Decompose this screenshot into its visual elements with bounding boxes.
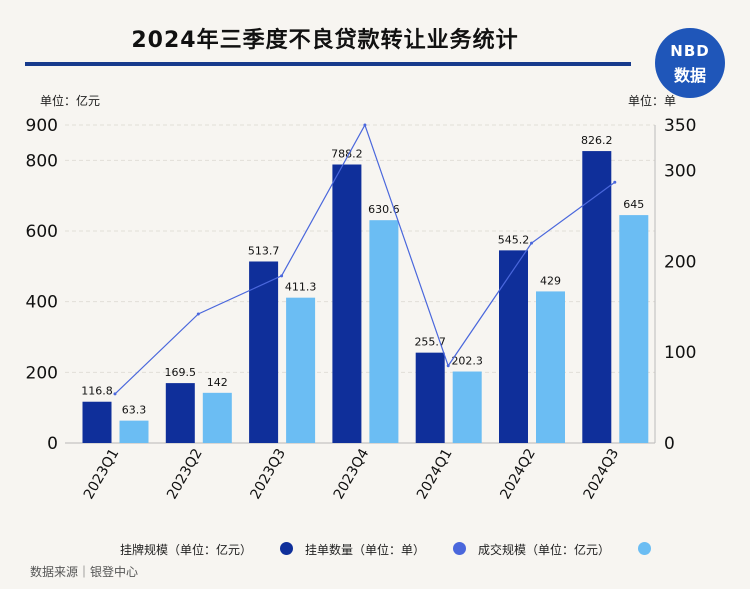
data-label-deal-scale: 202.3: [451, 355, 483, 368]
x-axis-tick-label: 2023Q3: [247, 446, 289, 502]
left-axis-tick-label: 800: [26, 151, 58, 171]
data-label-listing-scale: 255.7: [414, 336, 446, 349]
left-axis-tick-label: 0: [47, 434, 58, 454]
line-point-listing-count: [530, 241, 533, 245]
data-label-listing-scale: 545.2: [498, 233, 530, 246]
line-point-listing-count: [613, 180, 617, 184]
chart-legend: 挂牌规模（单位：亿元） 挂单数量（单位：单） 成交规模（单位：亿元）: [110, 540, 710, 560]
line-point-listing-count: [363, 123, 367, 127]
data-label-deal-scale: 645: [623, 198, 644, 211]
right-axis-tick-label: 200: [664, 252, 696, 272]
right-axis-tick-label: 0: [664, 434, 675, 454]
bar-deal-scale: [286, 297, 316, 443]
legend-label-deal-scale: 成交规模（单位：亿元）: [478, 543, 611, 557]
data-label-deal-scale: 429: [540, 274, 561, 287]
left-axis-tick-label: 400: [26, 293, 58, 313]
line-point-listing-count: [280, 274, 284, 278]
line-point-listing-count: [196, 312, 200, 316]
legend-swatch-listing-count: [453, 542, 466, 555]
left-axis-tick-label: 600: [26, 222, 58, 242]
data-label-deal-scale: 630.6: [368, 203, 400, 216]
x-axis-tick-label: 2023Q2: [164, 446, 206, 502]
data-label-deal-scale: 63.3: [122, 404, 147, 417]
left-axis-unit: 单位：亿元: [40, 94, 101, 108]
x-axis-tick-label: 2023Q1: [81, 446, 123, 502]
legend-label-listing-count: 挂单数量（单位：单）: [305, 543, 426, 557]
bar-deal-scale: [536, 291, 565, 443]
legend-label-listing-scale: 挂牌规模（单位：亿元）: [120, 543, 253, 557]
data-label-listing-scale: 788.2: [331, 148, 363, 161]
bar-listing-scale: [415, 352, 445, 443]
bar-listing-scale: [165, 383, 195, 443]
bar-listing-scale: [332, 164, 362, 443]
nbd-logo: NBD 数据: [655, 28, 725, 98]
data-label-listing-scale: 169.5: [165, 366, 197, 379]
right-axis-tick-label: 350: [664, 116, 696, 136]
bar-deal-scale: [202, 392, 232, 443]
x-axis-tick-label: 2024Q3: [581, 446, 623, 502]
right-axis-tick-label: 300: [664, 161, 696, 181]
bar-deal-scale: [452, 371, 482, 443]
data-label-listing-scale: 116.8: [81, 385, 113, 398]
bar-deal-scale: [369, 220, 399, 443]
data-label-listing-scale: 826.2: [581, 134, 613, 147]
bar-listing-scale: [249, 261, 279, 443]
logo-text-nbd: NBD: [670, 42, 710, 60]
legend-swatch-deal-scale: [638, 542, 651, 555]
bar-listing-scale: [499, 250, 528, 443]
chart-title: 2024年三季度不良贷款转让业务统计: [131, 28, 519, 53]
bar-deal-scale: [619, 215, 649, 443]
x-axis-tick-label: 2023Q4: [331, 446, 373, 502]
right-axis-tick-label: 100: [664, 343, 696, 363]
left-axis-tick-label: 900: [26, 116, 58, 136]
title-underline: [25, 62, 631, 66]
bar-listing-scale: [582, 151, 612, 444]
data-label-deal-scale: 142: [207, 376, 228, 389]
right-axis-unit: 单位：单: [628, 94, 677, 108]
line-point-listing-count: [446, 364, 450, 368]
bar-listing-scale: [82, 401, 112, 443]
x-axis-tick-label: 2024Q1: [414, 446, 456, 502]
line-point-listing-count: [113, 392, 117, 396]
logo-text-data: 数据: [673, 66, 706, 85]
left-axis-tick-label: 200: [26, 363, 58, 383]
x-axis-tick-label: 2024Q2: [497, 446, 539, 502]
data-label-deal-scale: 411.3: [285, 281, 317, 294]
legend-swatch-listing-scale: [280, 542, 293, 555]
data-label-listing-scale: 513.7: [248, 244, 280, 257]
bar-deal-scale: [119, 420, 149, 443]
data-source: 数据来源｜银登中心: [30, 565, 139, 579]
